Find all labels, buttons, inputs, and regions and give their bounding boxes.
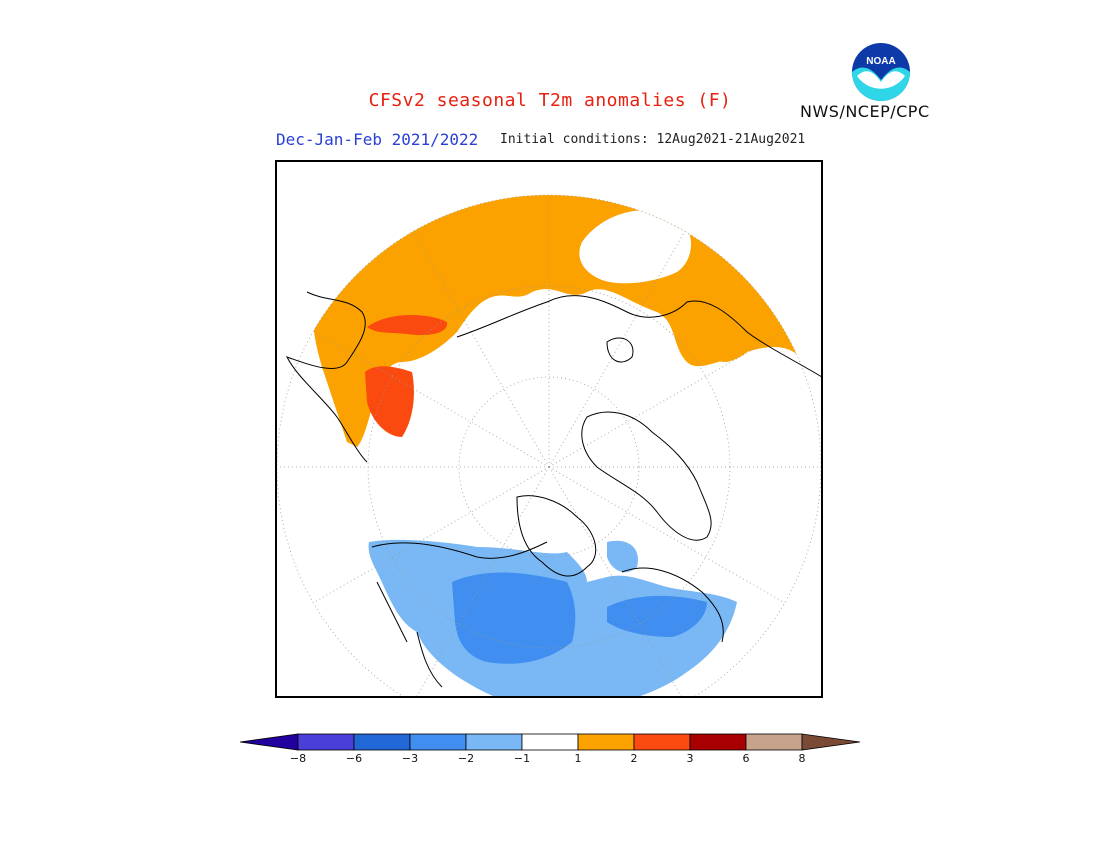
colorbar-bin-10 <box>801 733 860 751</box>
colorbar-tick-label: 1 <box>574 752 582 765</box>
warm-anomaly-region-eurasia <box>312 195 821 447</box>
strong-warm-patch-4 <box>539 162 577 180</box>
colorbar-bin-5 <box>521 733 579 751</box>
map-title: CFSv2 seasonal T2m anomalies (F) <box>368 90 732 111</box>
colorbar <box>240 733 860 751</box>
strong-warm-patch-2 <box>365 366 414 437</box>
initial-conditions-label: Initial conditions: 12Aug2021-21Aug2021 <box>500 132 806 147</box>
colorbar-bin-6 <box>577 733 635 751</box>
strong-warm-patch-3 <box>372 195 417 224</box>
graticule <box>277 194 821 696</box>
colorbar-bin-0 <box>240 733 299 751</box>
colorbar-tick-label: 2 <box>630 752 638 765</box>
colorbar-bin-2 <box>353 733 411 751</box>
colorbar-bin-1 <box>297 733 355 751</box>
colorbar-bin-8 <box>689 733 747 751</box>
logo-text: NOAA <box>866 56 895 67</box>
colorbar-tick-label: −3 <box>401 752 419 765</box>
warm-patch-east <box>682 305 758 362</box>
colorbar-tick-label: −6 <box>345 752 363 765</box>
coastlines <box>286 291 821 688</box>
strong-cool-region-canada <box>452 572 576 664</box>
map-panel <box>275 160 823 698</box>
colorbar-tick-label: −1 <box>513 752 531 765</box>
season-label: Dec-Jan-Feb 2021/2022 <box>276 130 479 149</box>
colorbar-bin-3 <box>409 733 467 751</box>
colorbar-tick-label: −2 <box>457 752 475 765</box>
strong-warm-patch-1 <box>367 315 448 336</box>
colorbar-bin-4 <box>465 733 523 751</box>
neutral-region-kara <box>579 210 692 284</box>
strong-cool-region-east <box>607 595 707 637</box>
cool-patch-greenland <box>607 540 638 573</box>
colorbar-tick-label: 6 <box>742 752 750 765</box>
colorbar-tick-label: 3 <box>686 752 694 765</box>
colorbar-bin-7 <box>633 733 691 751</box>
organization-label: NWS/NCEP/CPC <box>800 102 930 121</box>
colorbar-bin-9 <box>745 733 803 751</box>
colorbar-tick-label: −8 <box>289 752 307 765</box>
polar-map <box>277 162 821 696</box>
noaa-logo-icon: NOAA <box>852 43 910 101</box>
colorbar-tick-label: 8 <box>798 752 806 765</box>
